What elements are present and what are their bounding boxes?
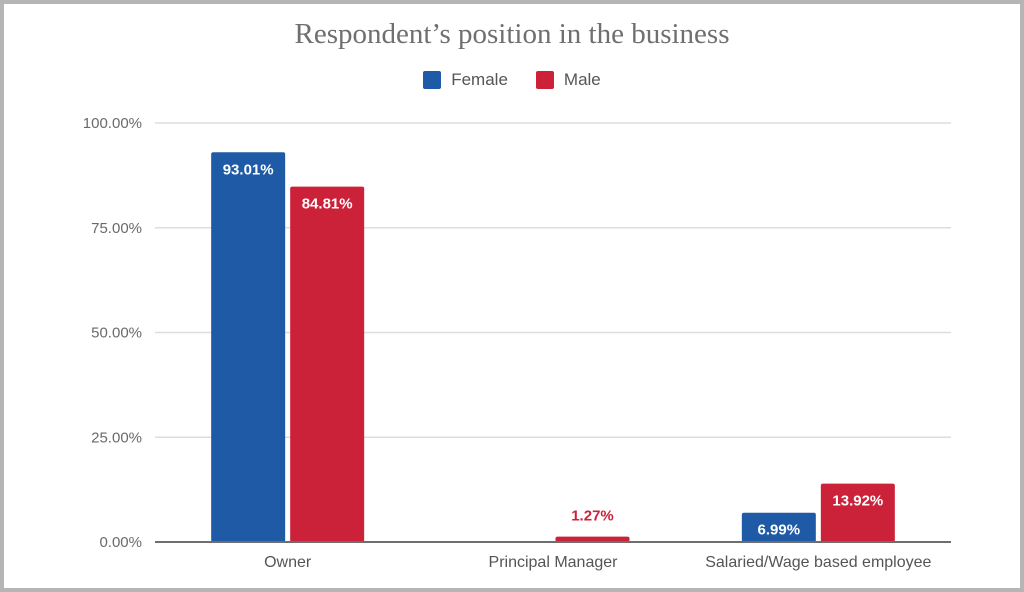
- data-label: 84.81%: [302, 196, 353, 213]
- y-tick-label: 100.00%: [83, 115, 142, 132]
- x-category-label: Salaried/Wage based employee: [705, 554, 931, 571]
- data-label: 93.01%: [223, 161, 274, 178]
- legend-item-male: Male: [535, 70, 601, 90]
- data-label: 6.99%: [758, 522, 801, 539]
- legend-label-male: Male: [563, 70, 601, 89]
- chart-title: Respondent’s position in the business: [294, 18, 730, 50]
- legend-swatch-male: [535, 71, 554, 89]
- bar-female: [741, 512, 816, 542]
- data-label: 13.92%: [832, 493, 883, 510]
- legend-swatch-female: [423, 71, 442, 89]
- y-tick-label: 0.00%: [99, 534, 142, 551]
- x-category-label: Owner: [264, 554, 312, 571]
- bar-male: [290, 186, 365, 542]
- data-label: 1.27%: [571, 508, 614, 525]
- bar-male: [820, 483, 895, 542]
- bar-female: [211, 152, 286, 543]
- bar-male: [555, 536, 630, 542]
- y-tick-label: 50.00%: [91, 325, 142, 342]
- legend-item-female: Female: [423, 70, 508, 90]
- y-tick-label: 75.00%: [91, 220, 142, 237]
- y-tick-label: 25.00%: [91, 429, 142, 446]
- x-category-label: Principal Manager: [489, 554, 619, 571]
- legend: Female Male: [0, 70, 1024, 90]
- legend-label-female: Female: [451, 70, 508, 89]
